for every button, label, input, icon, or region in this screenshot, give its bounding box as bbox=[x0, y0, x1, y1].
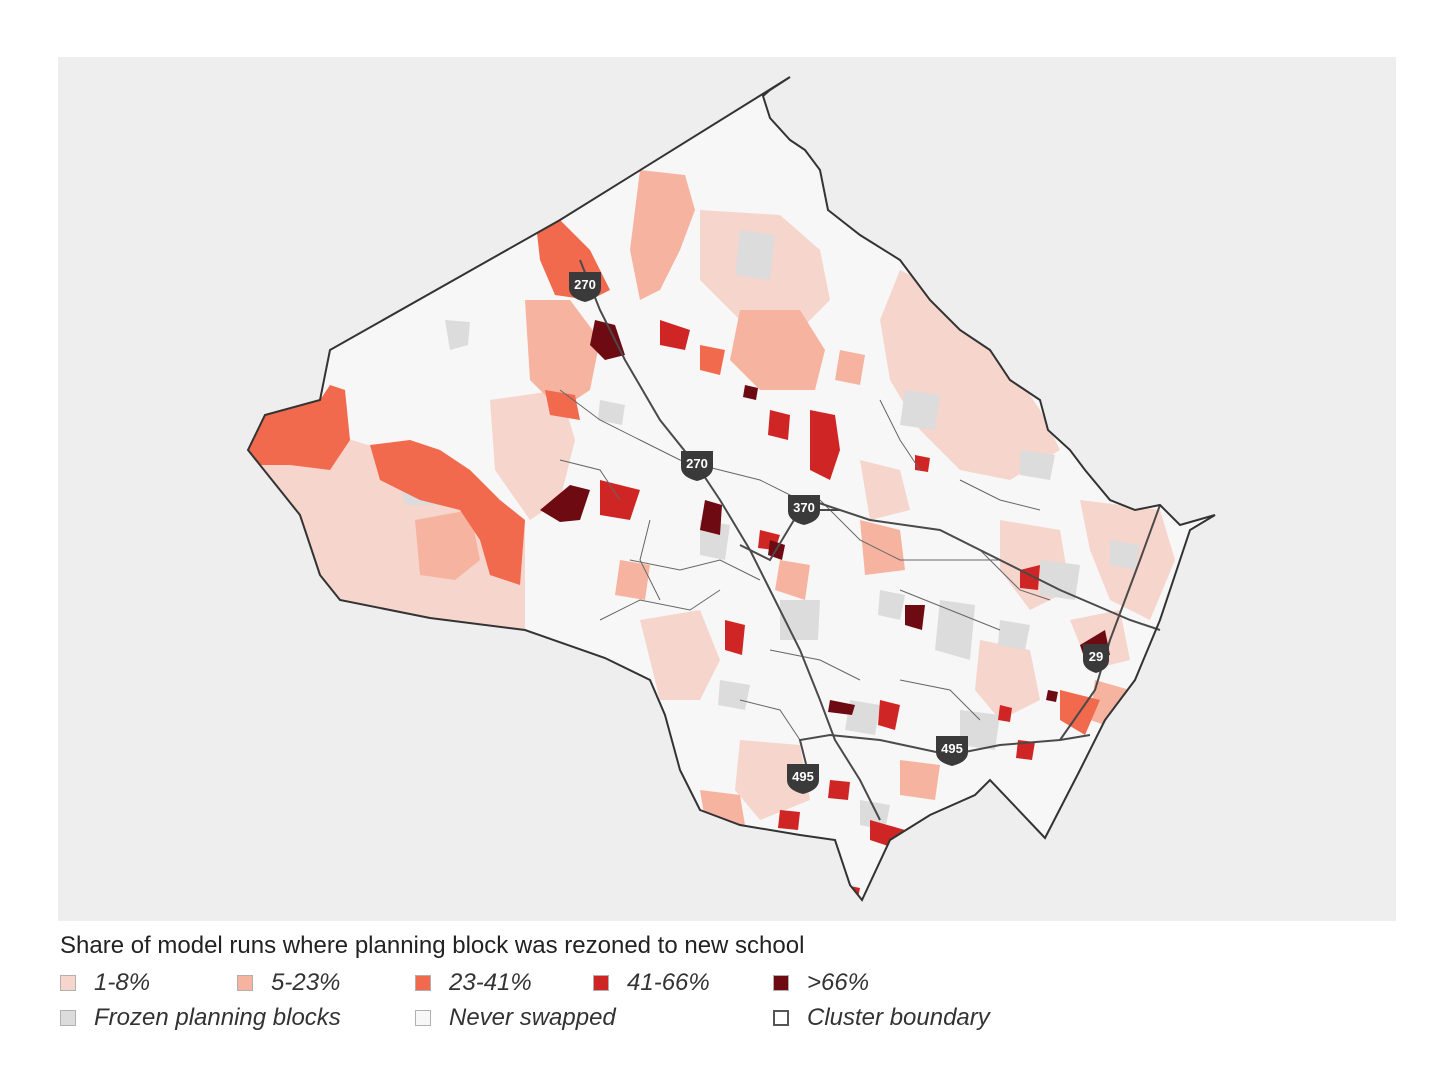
legend-label: >66% bbox=[807, 969, 870, 996]
county-outline bbox=[248, 77, 1215, 900]
legend-label: 41-66% bbox=[627, 969, 710, 996]
legend-swatch bbox=[60, 975, 76, 991]
legend-label: Frozen planning blocks bbox=[94, 1004, 341, 1031]
legend-item-41-66: 41-66% bbox=[593, 968, 710, 998]
legend-item-over-66: >66% bbox=[773, 968, 869, 998]
bin-5-23-regions bbox=[415, 170, 1130, 825]
shield-i270-north: 270 bbox=[569, 272, 601, 302]
svg-text:270: 270 bbox=[686, 456, 708, 471]
legend-swatch bbox=[237, 975, 253, 991]
svg-text:495: 495 bbox=[792, 769, 814, 784]
legend-label: 1-8% bbox=[94, 969, 151, 996]
cluster-boundaries bbox=[559, 389, 1051, 741]
legend-label: 5-23% bbox=[271, 969, 341, 996]
legend-item-5-23: 5-23% bbox=[237, 968, 340, 998]
shield-i270-central: 270 bbox=[681, 451, 713, 481]
shield-i495-west: 495 bbox=[787, 764, 819, 794]
svg-text:270: 270 bbox=[574, 277, 596, 292]
shield-i495-east: 495 bbox=[936, 736, 968, 766]
shield-us29: 29 bbox=[1083, 644, 1109, 673]
legend-swatch bbox=[415, 1010, 431, 1026]
svg-text:29: 29 bbox=[1089, 649, 1103, 664]
legend-label: Cluster boundary bbox=[807, 1004, 990, 1031]
legend-item-23-41: 23-41% bbox=[415, 968, 532, 998]
shield-md370: 370 bbox=[788, 495, 820, 525]
legend-item-1-8: 1-8% bbox=[60, 968, 150, 998]
legend-label: Never swapped bbox=[449, 1004, 616, 1031]
legend-swatch bbox=[593, 975, 609, 991]
legend-title: Share of model runs where planning block… bbox=[60, 932, 805, 959]
svg-text:495: 495 bbox=[941, 741, 963, 756]
svg-text:370: 370 bbox=[793, 500, 815, 515]
county-boundary bbox=[246, 76, 1216, 902]
legend-swatch bbox=[773, 975, 789, 991]
county-map: 270 270 370 29 495 495 bbox=[246, 76, 1216, 902]
legend-swatch bbox=[773, 1010, 789, 1026]
legend-swatch bbox=[60, 1010, 76, 1026]
legend-swatch bbox=[415, 975, 431, 991]
legend-item-frozen: Frozen planning blocks bbox=[60, 1003, 341, 1033]
legend-item-cluster-boundary: Cluster boundary bbox=[773, 1003, 990, 1033]
legend-label: 23-41% bbox=[449, 969, 532, 996]
map-panel: 270 270 370 29 495 495 bbox=[58, 57, 1396, 921]
legend-item-never-swapped: Never swapped bbox=[415, 1003, 616, 1033]
